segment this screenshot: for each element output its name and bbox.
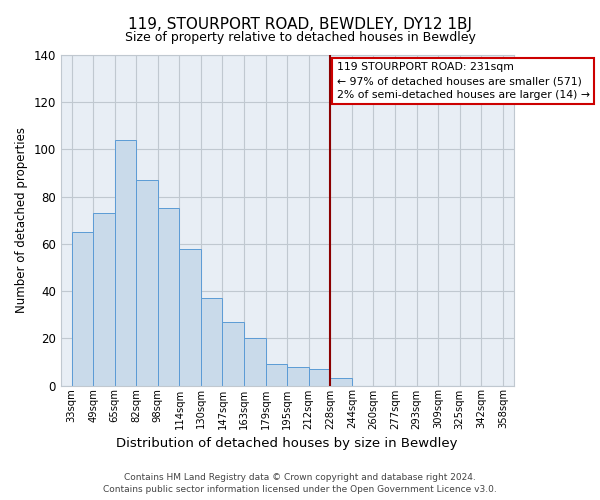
- Bar: [71, 232, 93, 386]
- Y-axis label: Number of detached properties: Number of detached properties: [15, 128, 28, 314]
- Bar: [179, 248, 201, 386]
- Text: Contains HM Land Registry data © Crown copyright and database right 2024.
Contai: Contains HM Land Registry data © Crown c…: [103, 472, 497, 494]
- Text: Size of property relative to detached houses in Bewdley: Size of property relative to detached ho…: [125, 31, 475, 44]
- Bar: [331, 378, 352, 386]
- Bar: [223, 322, 244, 386]
- Bar: [266, 364, 287, 386]
- Text: 119 STOURPORT ROAD: 231sqm
← 97% of detached houses are smaller (571)
2% of semi: 119 STOURPORT ROAD: 231sqm ← 97% of deta…: [337, 62, 590, 100]
- Bar: [201, 298, 223, 386]
- Bar: [93, 213, 115, 386]
- Bar: [136, 180, 158, 386]
- X-axis label: Distribution of detached houses by size in Bewdley: Distribution of detached houses by size …: [116, 437, 458, 450]
- Bar: [309, 369, 331, 386]
- Bar: [244, 338, 266, 386]
- Text: 119, STOURPORT ROAD, BEWDLEY, DY12 1BJ: 119, STOURPORT ROAD, BEWDLEY, DY12 1BJ: [128, 18, 472, 32]
- Bar: [287, 366, 309, 386]
- Bar: [158, 208, 179, 386]
- Bar: [115, 140, 136, 386]
